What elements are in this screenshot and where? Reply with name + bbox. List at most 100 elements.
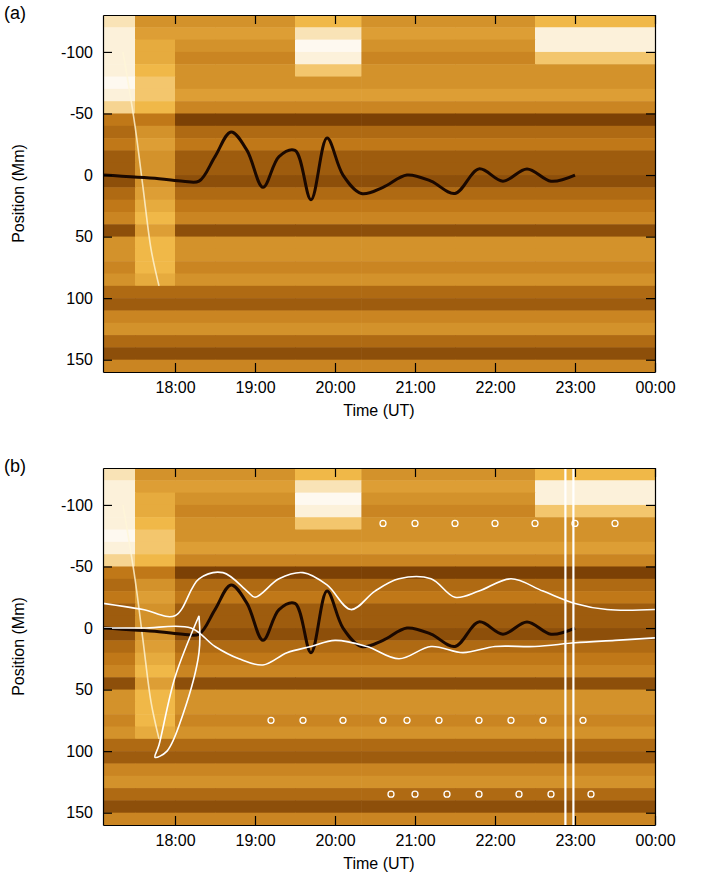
tick: 50 [75, 681, 112, 698]
heatmap-cell [535, 200, 655, 213]
tick-mark [255, 816, 256, 825]
heatmap-cell [215, 224, 296, 237]
heatmap-cell [535, 335, 655, 348]
tick-mark [575, 468, 576, 477]
heatmap-cell [535, 150, 655, 163]
heatmap-cell [175, 493, 216, 506]
heatmap-cell [361, 126, 455, 139]
heatmap-cell [455, 727, 536, 740]
heatmap-cell [535, 126, 655, 139]
heatmap-cell [535, 493, 655, 506]
tick-label: 0 [84, 620, 93, 637]
tick-label: 22:00 [475, 832, 515, 849]
heatmap-cell [535, 751, 655, 764]
tick-mark [335, 363, 336, 372]
heatmap-cell [455, 702, 536, 715]
heatmap-cell [175, 763, 216, 776]
tick-mark [103, 298, 112, 299]
heatmap-cell [215, 468, 296, 481]
heatmap-cell [215, 727, 296, 740]
heatmap-cell [455, 323, 536, 336]
heatmap-cell [535, 310, 655, 323]
heatmap-cell [103, 579, 136, 592]
heatmap-cell [535, 665, 655, 678]
heatmap-cell [455, 310, 536, 323]
heatmap-cell [175, 27, 216, 40]
heatmap-cell [215, 249, 296, 262]
heatmap-cell [103, 212, 136, 225]
heatmap-cell [215, 714, 296, 727]
heatmap-cell [215, 237, 296, 250]
heatmap-cell [175, 579, 216, 592]
heatmap-cell [295, 335, 362, 348]
contour-blob [300, 717, 306, 723]
heatmap-cell [215, 739, 296, 752]
heatmap-cell [535, 274, 655, 287]
heatmap-cell [535, 261, 655, 274]
heatmap-cell [535, 530, 655, 543]
heatmap-cell [455, 15, 536, 28]
heatmap-cell [455, 347, 536, 360]
heatmap-cell [535, 52, 655, 65]
heatmap-cell [361, 727, 455, 740]
tick: 23:00 [555, 816, 595, 849]
tick-label: 50 [75, 228, 93, 245]
heatmap-cell [135, 89, 176, 102]
heatmap-cell [175, 702, 216, 715]
tick-mark [103, 505, 112, 506]
tick-label: -50 [70, 558, 93, 575]
tick [646, 298, 655, 299]
tick [495, 468, 496, 477]
axis-line [103, 16, 104, 373]
heatmap-cell [361, 249, 455, 262]
tick-mark [175, 363, 176, 372]
heatmap-cell [535, 591, 655, 604]
tick-mark [415, 363, 416, 372]
heatmap-cell [455, 530, 536, 543]
tick: 100 [66, 290, 112, 307]
heatmap-cell [103, 323, 136, 336]
heatmap-cell [361, 690, 455, 703]
tick [646, 813, 655, 814]
tick-mark [103, 236, 112, 237]
tick [255, 468, 256, 477]
tick: 19:00 [235, 816, 275, 849]
axis-line [104, 468, 656, 469]
heatmap-cell [135, 187, 176, 200]
heatmap-cell [455, 77, 536, 90]
heatmap-cell [535, 468, 655, 481]
heatmap-cell [295, 788, 362, 801]
heatmap-cell [535, 286, 655, 299]
heatmap-cell [295, 64, 362, 77]
heatmap-cell [361, 310, 455, 323]
heatmap-cell [175, 347, 216, 360]
tick-mark [495, 468, 496, 477]
heatmap-cell [361, 200, 455, 213]
heatmap-cell [295, 237, 362, 250]
heatmap-cell [215, 776, 296, 789]
heatmap-cell [361, 64, 455, 77]
heatmap-cell [215, 274, 296, 287]
tick-label: 22:00 [475, 379, 515, 396]
heatmap-cell [103, 653, 136, 666]
line-series [123, 52, 159, 286]
heatmap-cell [215, 542, 296, 555]
heatmap-cell [103, 200, 136, 213]
contour-blob [476, 791, 482, 797]
heatmap-cell [175, 212, 216, 225]
tick-label: 19:00 [235, 379, 275, 396]
tick-mark [646, 813, 655, 814]
heatmap-cell [215, 52, 296, 65]
heatmap-cell [103, 640, 136, 653]
heatmap-cell [295, 702, 362, 715]
contour-blob [516, 791, 522, 797]
heatmap-cell [295, 274, 362, 287]
heatmap-cell [295, 212, 362, 225]
tick-mark [646, 236, 655, 237]
heatmap-cell [455, 261, 536, 274]
heatmap-cell [361, 77, 455, 90]
heatmap-cell [295, 763, 362, 776]
contour-blob [532, 520, 538, 526]
heatmap-cell [175, 150, 216, 163]
tick-mark [495, 15, 496, 24]
